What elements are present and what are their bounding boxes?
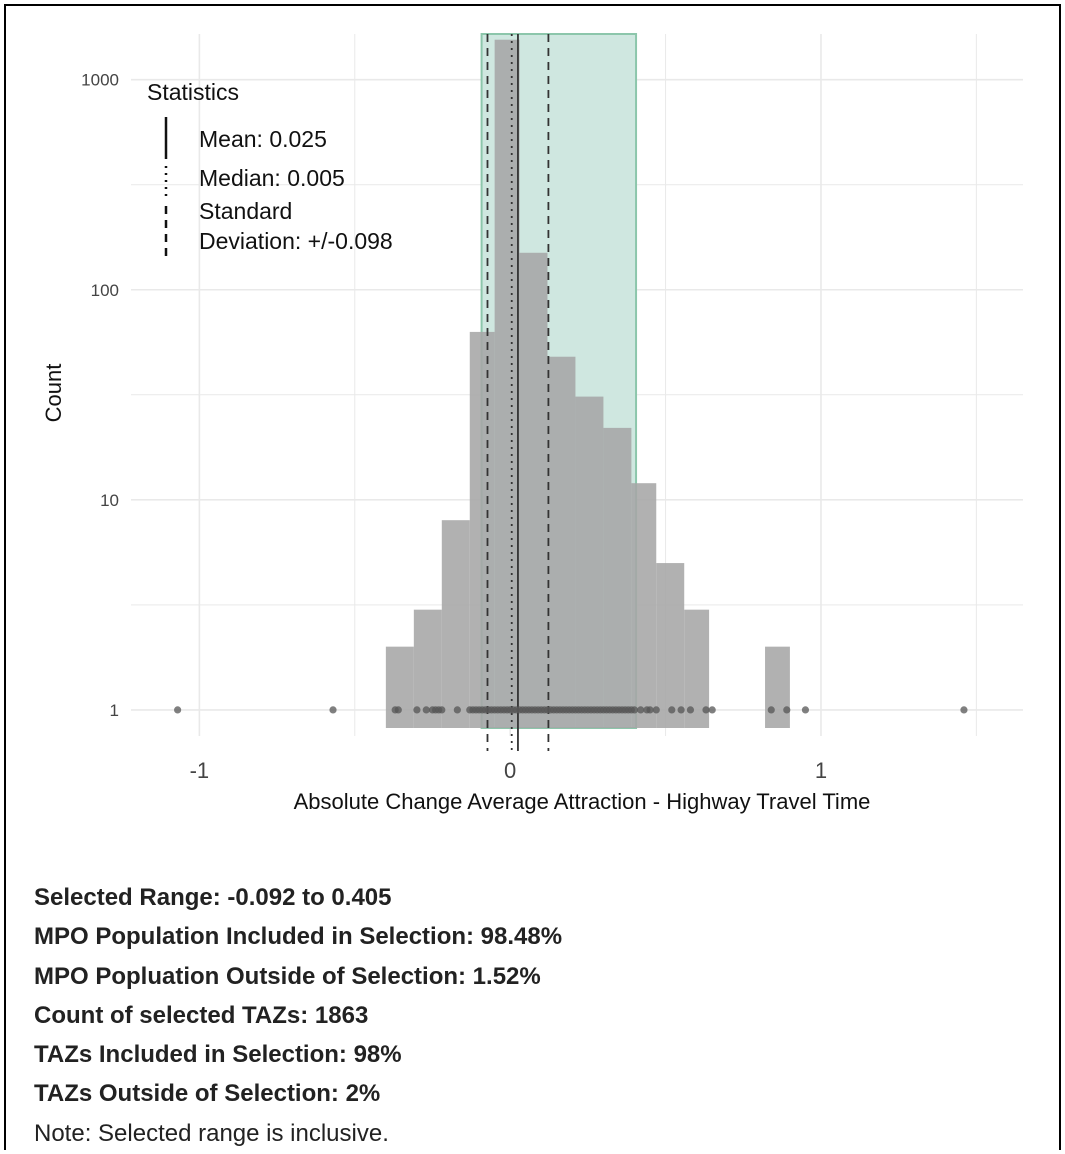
histogram-bar <box>575 396 604 728</box>
legend-title: Statistics <box>147 79 239 105</box>
legend-median-label: Median: 0.005 <box>199 165 345 191</box>
statistics-legend: Statistics Mean: 0.025 Median: 0.005 Sta… <box>147 79 393 258</box>
x-axis-title: Absolute Change Average Attraction - Hig… <box>294 789 871 814</box>
histogram-bar <box>494 39 520 728</box>
data-point <box>767 706 775 714</box>
data-point <box>668 706 676 714</box>
data-point <box>394 706 402 714</box>
histogram-bar <box>385 646 414 728</box>
statistic-lines <box>486 34 550 751</box>
population-outside-text: MPO Popluation Outside of Selection: 1.5… <box>34 962 541 990</box>
y-tick-label: 100 <box>91 281 119 300</box>
histogram-bars <box>385 39 790 728</box>
population-included-text: MPO Population Included in Selection: 98… <box>34 923 563 951</box>
taz-outside-text: TAZs Outside of Selection: 2% <box>34 1080 381 1108</box>
plot-panel: -1 0 1 1 10 100 1000 Absolute Change Average A… <box>4 4 1061 1150</box>
y-tick-label: 10 <box>100 491 119 510</box>
data-point <box>652 706 660 714</box>
data-point <box>702 706 710 714</box>
x-tick-label: 0 <box>504 758 516 783</box>
data-point <box>960 706 968 714</box>
y-tick-label: 1 <box>110 701 119 720</box>
data-point <box>801 706 810 714</box>
data-point <box>413 706 421 714</box>
histogram-bar <box>441 520 470 728</box>
y-tick-label: 1000 <box>81 71 119 90</box>
taz-included-text: TAZs Included in Selection: 98% <box>34 1041 402 1069</box>
data-point <box>708 706 716 714</box>
data-point <box>438 706 446 714</box>
data-point <box>686 706 695 714</box>
histogram-bar <box>547 356 576 728</box>
selected-range-text: Selected Range: -0.092 to 0.405 <box>34 884 392 911</box>
legend-mean-label: Mean: 0.025 <box>199 126 327 152</box>
data-point <box>783 706 791 714</box>
data-point <box>677 706 685 714</box>
data-point <box>453 706 461 714</box>
tick-labels: -1 0 1 1 10 100 1000 <box>81 71 827 783</box>
histogram-bar <box>765 646 790 728</box>
data-points <box>174 706 968 714</box>
data-point <box>174 706 182 714</box>
x-tick-label: 1 <box>815 758 827 783</box>
data-point <box>637 706 645 714</box>
note-text: Note: Selected range is inclusive. <box>34 1119 389 1147</box>
data-point <box>646 706 654 714</box>
data-point <box>329 706 337 714</box>
count-selected-text: Count of selected TAZs: 1863 <box>34 1001 369 1029</box>
x-tick-label: -1 <box>190 758 210 783</box>
selection-summary: Selected Range: -0.092 to 0.405 MPO Popu… <box>34 878 1034 1153</box>
histogram-bar <box>631 483 657 728</box>
y-axis-title: Count <box>41 364 66 423</box>
histogram-bar <box>469 331 495 728</box>
legend-sd-label-line1: Standard <box>199 198 292 224</box>
histogram-bar <box>603 427 632 728</box>
histogram-chart: -1 0 1 1 10 100 1000 Absolute Change Average A… <box>41 33 1023 814</box>
data-point <box>422 706 430 714</box>
histogram-bar <box>656 563 685 728</box>
data-point <box>630 706 639 714</box>
legend-sd-label-line2: Deviation: +/-0.098 <box>199 228 393 254</box>
histogram-bar <box>519 252 548 728</box>
